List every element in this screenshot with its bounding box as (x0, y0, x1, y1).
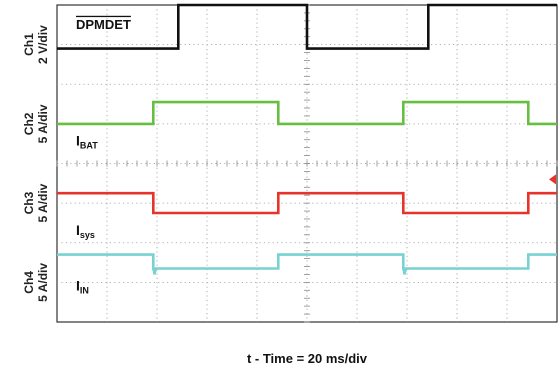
ch2-trace (57, 100, 557, 126)
ch2-signal-name: I (76, 133, 80, 149)
ch2-axis-label: Ch25 A/div (22, 104, 50, 143)
ch1-signal-name: DPMDET (76, 17, 131, 32)
ch1-scale: 2 V/div (36, 25, 50, 64)
traces (57, 3, 557, 275)
ch3-scale: 5 A/div (36, 183, 50, 222)
ch4-spike (402, 268, 408, 275)
ch3-scale-label: Ch35 A/div (22, 183, 50, 222)
ch3-signal-label: Isys (76, 222, 95, 240)
ch4-axis-label: Ch45 A/div (22, 263, 50, 302)
ch3-signal-name: I (76, 222, 80, 238)
ch4-scale-label: Ch45 A/div (22, 263, 50, 302)
ch3-trace (57, 191, 557, 215)
ch1-signal-label: DPMDET (76, 17, 131, 32)
ch3-signal-subscript: sys (80, 230, 95, 240)
ch1-trace (57, 3, 557, 50)
ch3-axis-label: Ch35 A/div (22, 183, 50, 222)
ch4-channel-name: Ch4 (22, 271, 36, 294)
x-axis-label: t - Time = 20 ms/div (247, 351, 368, 366)
trigger-marker-icon (549, 174, 556, 185)
ch4-trace (57, 253, 557, 270)
ch2-scale-label: Ch25 A/div (22, 104, 50, 143)
ch2-scale: 5 A/div (36, 104, 50, 143)
ch3-channel-name: Ch3 (22, 191, 36, 214)
ch4-signal-name: I (76, 277, 80, 293)
ch1-scale-label: Ch12 V/div (22, 25, 50, 64)
ch1-channel-name: Ch1 (22, 33, 36, 56)
ch4-spike (152, 268, 158, 275)
ch2-channel-name: Ch2 (22, 112, 36, 135)
ch2-signal-subscript: BAT (80, 141, 98, 151)
ch4-scale: 5 A/div (36, 263, 50, 302)
ch4-signal-subscript: IN (80, 285, 89, 295)
ch1-axis-label: Ch12 V/div (22, 25, 50, 64)
ch4-signal-label: IIN (76, 277, 89, 295)
ch2-signal-label: IBAT (76, 133, 98, 151)
